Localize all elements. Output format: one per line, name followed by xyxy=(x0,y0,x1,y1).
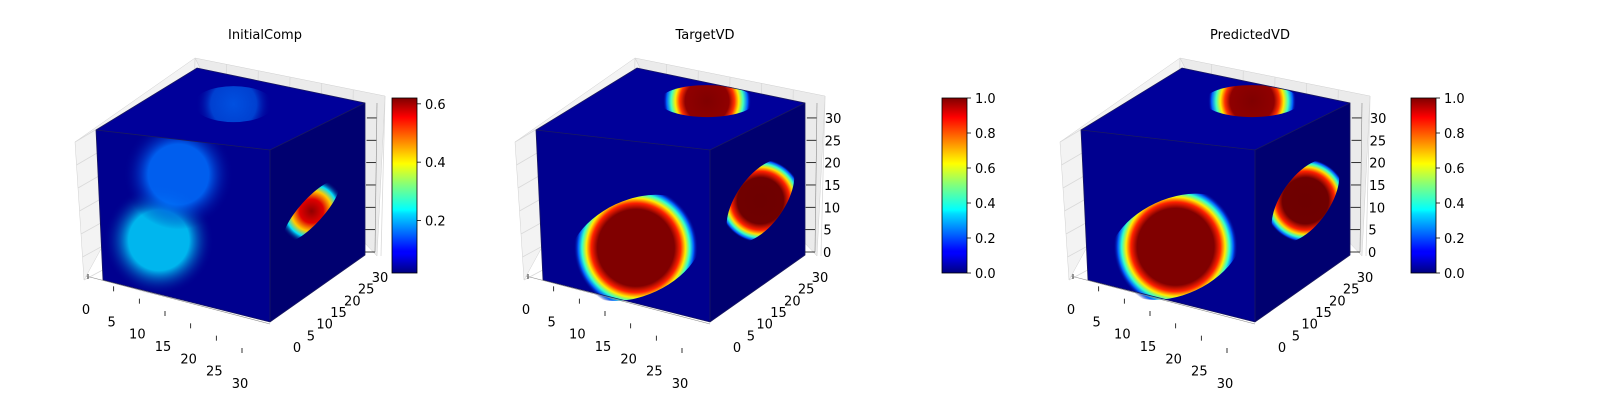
z-tick-label: 5 xyxy=(823,224,831,239)
y-tick-label: 30 xyxy=(1357,271,1374,286)
x-axis-line xyxy=(1070,275,1256,325)
z-tick-label: 25 xyxy=(1370,134,1387,149)
colorbar-tick-label: 0.2 xyxy=(975,232,996,247)
colorbar xyxy=(391,97,418,274)
x-tick-label: 5 xyxy=(548,315,556,330)
y-tick-label: 30 xyxy=(372,271,389,286)
front-blob xyxy=(116,116,241,233)
y-tick-label: 25 xyxy=(1343,283,1360,298)
z-axis-line xyxy=(814,102,818,253)
y-tick-label: 15 xyxy=(1315,306,1332,321)
x-tick-label: 30 xyxy=(672,377,689,392)
colorbar-tick-label: 0.4 xyxy=(425,156,446,171)
front-blob xyxy=(1107,193,1244,300)
y-tick-label: 0 xyxy=(733,341,741,356)
colorbar-tick-label: 0.6 xyxy=(425,98,446,113)
right-blob xyxy=(283,180,340,242)
x-tick-label: 5 xyxy=(108,315,116,330)
y-tick-label: 15 xyxy=(330,306,347,321)
z-tick-label: 0 xyxy=(823,246,831,261)
z-axis-line xyxy=(1359,102,1363,253)
colorbar-tick-label: 0.8 xyxy=(1444,127,1465,142)
y-tick-label: 15 xyxy=(770,306,787,321)
colorbar xyxy=(941,97,968,274)
y-tick-label: 25 xyxy=(358,283,375,298)
colorbar-tick-label: 0.0 xyxy=(1444,267,1465,282)
z-tick-label: 20 xyxy=(824,157,841,172)
subplot-title: InitialComp xyxy=(228,28,302,43)
x-tick-label: 0 xyxy=(82,303,90,318)
y-tick-label: 20 xyxy=(1329,294,1346,309)
y-tick-label: 0 xyxy=(293,341,301,356)
z-tick-label: 30 xyxy=(1370,112,1387,127)
top-blob xyxy=(1204,85,1301,118)
x-tick-label: 0 xyxy=(1067,303,1075,318)
x-tick-label: 25 xyxy=(1191,365,1208,380)
subplot-title: TargetVD xyxy=(674,28,734,43)
subplot-title: PredictedVD xyxy=(1210,28,1290,43)
top-blob xyxy=(193,86,274,123)
x-axis-line xyxy=(85,275,271,325)
x-axis-line xyxy=(525,275,711,325)
y-tick-label: 5 xyxy=(307,329,315,344)
grid-line xyxy=(380,95,386,257)
right-blob xyxy=(1271,159,1340,243)
y-tick-label: 5 xyxy=(1292,329,1300,344)
x-tick-label: 30 xyxy=(232,377,249,392)
colorbar-tick-label: 0.0 xyxy=(975,267,996,282)
colorbar-tick-label: 0.4 xyxy=(975,197,996,212)
y-tick-label: 30 xyxy=(812,271,829,286)
y-tick-label: 25 xyxy=(798,283,815,298)
x-tick-label: 20 xyxy=(1165,352,1182,367)
subplot-initialcomp: 051015202530051015202530InitialComp0.20.… xyxy=(74,28,446,392)
z-tick-label: 10 xyxy=(1369,201,1386,216)
colorbar xyxy=(1410,97,1437,274)
subplot-predictedvd: 051015202530051015202530051015202530Pred… xyxy=(1059,28,1465,392)
colorbar-tick-label: 1.0 xyxy=(1444,92,1465,107)
y-tick-label: 10 xyxy=(1301,318,1318,333)
right-blob xyxy=(726,159,795,243)
grid-line xyxy=(1365,95,1371,257)
x-tick-label: 20 xyxy=(180,352,197,367)
front-blob xyxy=(567,194,705,301)
x-tick-label: 10 xyxy=(129,328,146,343)
x-tick-label: 15 xyxy=(1140,340,1157,355)
x-tick-label: 25 xyxy=(206,365,223,380)
top-blob xyxy=(659,85,756,118)
colorbar-tick-label: 1.0 xyxy=(975,92,996,107)
x-tick-label: 10 xyxy=(1114,328,1131,343)
x-tick-label: 15 xyxy=(155,340,172,355)
colorbar-tick-label: 0.2 xyxy=(1444,232,1465,247)
colorbar-tick-label: 0.2 xyxy=(425,215,446,230)
z-tick-label: 30 xyxy=(825,112,842,127)
subplot-targetvd: 051015202530051015202530051015202530Targ… xyxy=(514,28,996,392)
grid-line xyxy=(820,95,826,257)
z-tick-label: 25 xyxy=(825,134,842,149)
z-tick-label: 10 xyxy=(824,201,841,216)
z-tick-label: 20 xyxy=(1369,157,1386,172)
y-tick-label: 5 xyxy=(747,329,755,344)
y-tick-label: 10 xyxy=(316,318,333,333)
x-tick-label: 5 xyxy=(1093,315,1101,330)
y-tick-label: 20 xyxy=(344,294,361,309)
x-tick-label: 25 xyxy=(646,365,663,380)
z-tick-label: 5 xyxy=(1368,224,1376,239)
z-axis-line xyxy=(374,102,378,253)
x-tick-label: 30 xyxy=(1217,377,1234,392)
x-tick-label: 20 xyxy=(620,352,637,367)
y-tick-label: 0 xyxy=(1278,341,1286,356)
x-tick-label: 0 xyxy=(522,303,530,318)
colorbar-tick-label: 0.6 xyxy=(975,162,996,177)
z-tick-label: 15 xyxy=(1369,179,1386,194)
x-tick-label: 15 xyxy=(595,340,612,355)
x-tick-label: 10 xyxy=(569,328,586,343)
y-tick-label: 20 xyxy=(784,294,801,309)
colorbar-tick-label: 0.6 xyxy=(1444,162,1465,177)
colorbar-tick-label: 0.4 xyxy=(1444,197,1465,212)
z-tick-label: 15 xyxy=(824,179,841,194)
colorbar-tick-label: 0.8 xyxy=(975,127,996,142)
y-tick-label: 10 xyxy=(756,318,773,333)
z-tick-label: 0 xyxy=(1368,246,1376,261)
